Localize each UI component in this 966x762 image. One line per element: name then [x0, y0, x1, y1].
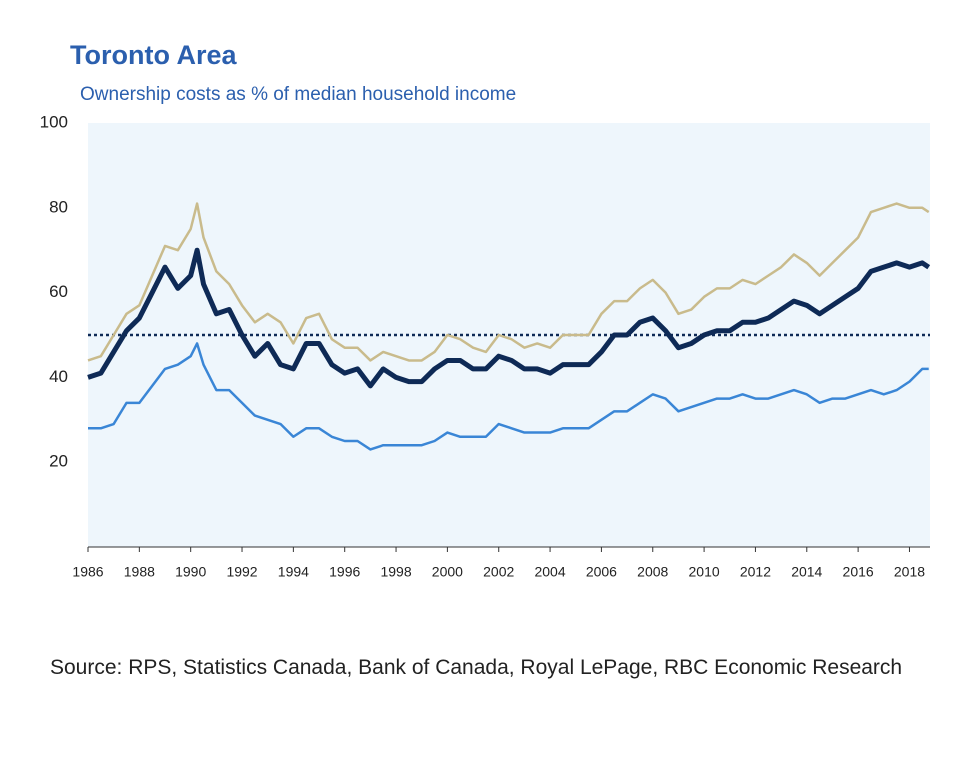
x-tick-label: 2016 — [843, 564, 874, 580]
series-line — [88, 342, 929, 451]
x-tick-label: 1988 — [124, 564, 155, 580]
x-tick-label: 2000 — [432, 564, 463, 580]
x-tick-label: 2008 — [637, 564, 668, 580]
y-tick-label: 60 — [49, 282, 68, 301]
x-tick-label: 2018 — [894, 564, 925, 580]
x-tick-label: 2014 — [791, 564, 822, 580]
series-line — [87, 247, 931, 389]
y-tick-label: 100 — [40, 112, 68, 131]
x-tick-label: 1986 — [72, 564, 103, 580]
x-tick-label: 1990 — [175, 564, 206, 580]
x-tick-label: 2010 — [689, 564, 720, 580]
x-tick-label: 1992 — [226, 564, 257, 580]
x-tick-label: 1998 — [380, 564, 411, 580]
x-tick-label: 2004 — [534, 564, 565, 580]
x-tick-label: 2002 — [483, 564, 514, 580]
x-tick-label: 2012 — [740, 564, 771, 580]
y-tick-label: 40 — [49, 367, 68, 386]
chart: Toronto Area Ownership costs as % of med… — [40, 40, 931, 580]
x-tick-label: 1994 — [278, 564, 309, 580]
x-tick-label: 1996 — [329, 564, 360, 580]
series-line — [87, 202, 930, 362]
chart-subtitle: Ownership costs as % of median household… — [80, 84, 516, 105]
y-tick-label: 80 — [49, 197, 68, 216]
x-tick-label: 2006 — [586, 564, 617, 580]
source-note: Source: RPS, Statistics Canada, Bank of … — [50, 656, 903, 679]
y-tick-label: 20 — [49, 452, 68, 471]
chart-title: Toronto Area — [70, 40, 237, 70]
